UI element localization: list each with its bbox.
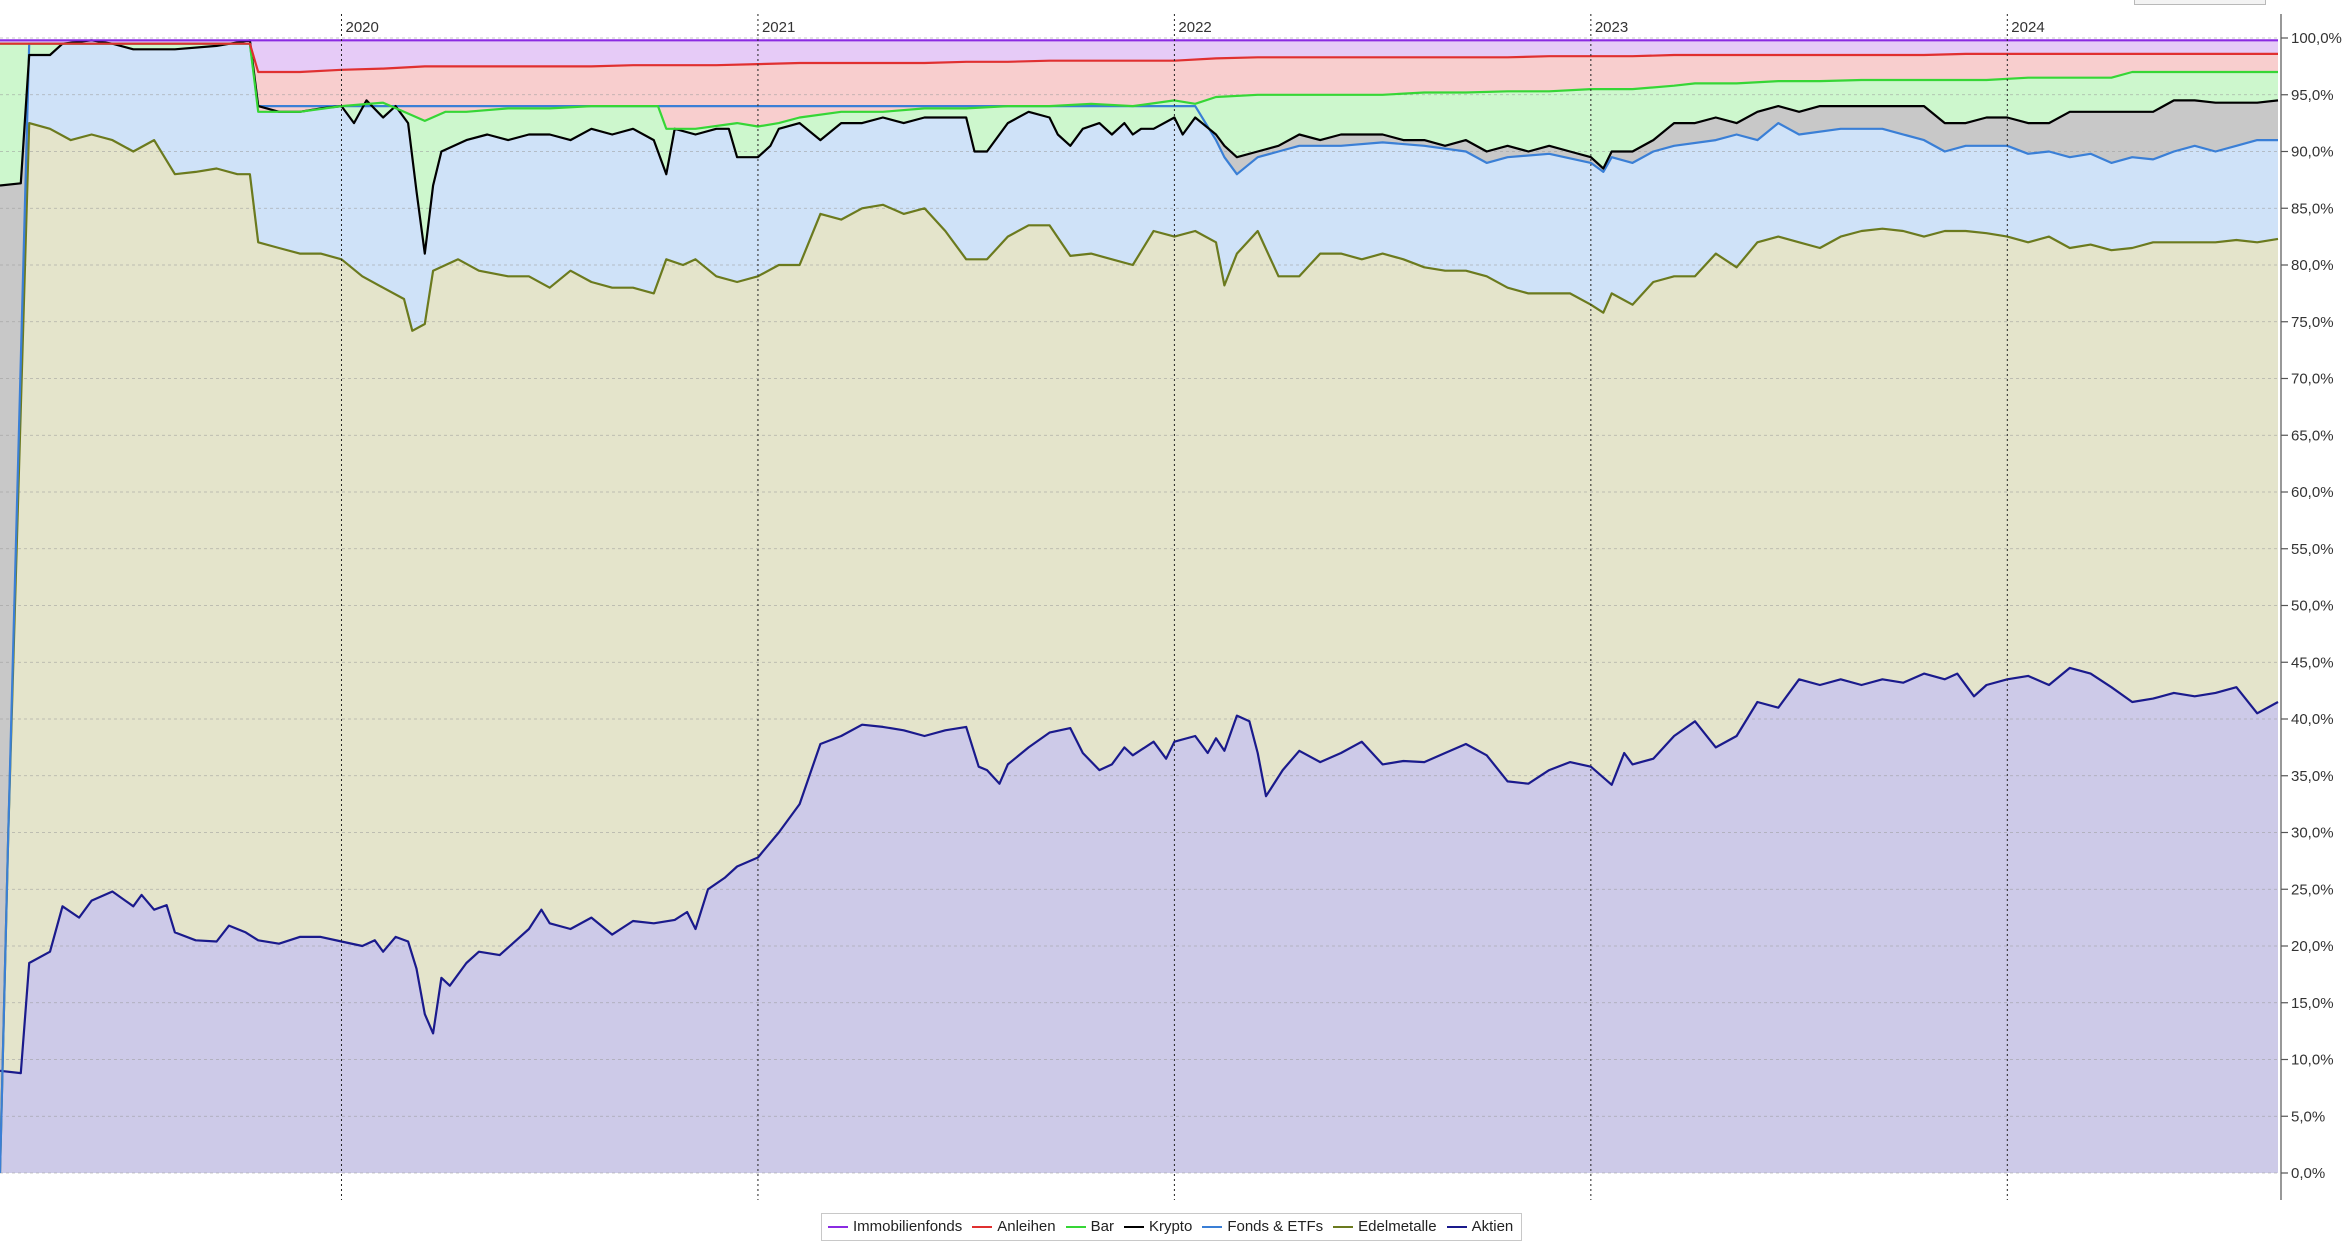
legend: Immobilienfonds Anleihen Bar Krypto Fond… <box>821 1213 1523 1241</box>
y-tick-label-3: 15,0% <box>2291 995 2334 1012</box>
legend-swatch-edelmetalle <box>1333 1226 1354 1228</box>
series-line-anleihen <box>0 42 2278 74</box>
series-line-fonds-etfs <box>0 42 2278 1174</box>
legend-item-edelmetalle[interactable]: Edelmetalle <box>1333 1218 1437 1235</box>
y-tick-label-1: 5,0% <box>2291 1108 2325 1125</box>
y-tick-label-5: 25,0% <box>2291 881 2334 898</box>
legend-swatch-bar <box>1065 1226 1086 1228</box>
x-tick-label-2024: 2024 <box>2011 19 2044 36</box>
y-tick-label-17: 85,0% <box>2291 200 2334 217</box>
y-tick-label-15: 75,0% <box>2291 314 2334 331</box>
legend-item-anleihen[interactable]: Anleihen <box>972 1218 1056 1235</box>
legend-swatch-aktien <box>1446 1226 1467 1228</box>
y-tick-label-12: 60,0% <box>2291 484 2334 501</box>
x-tick-label-2020: 2020 <box>345 19 378 36</box>
area-fill-anleihen <box>0 43 2278 129</box>
legend-label-anleihen: Anleihen <box>997 1218 1056 1235</box>
legend-swatch-anleihen <box>972 1226 993 1228</box>
legend-item-bar[interactable]: Bar <box>1065 1218 1114 1235</box>
series-line-aktien <box>0 666 2279 1075</box>
y-tick-label-2: 10,0% <box>2291 1052 2334 1069</box>
y-tick-label-10: 50,0% <box>2291 598 2334 615</box>
y-tick-label-0: 0,0% <box>2291 1165 2325 1182</box>
legend-item-krypto[interactable]: Krypto <box>1123 1218 1193 1235</box>
area-fill-aktien <box>0 667 2278 1173</box>
legend-swatch-krypto <box>1123 1226 1144 1228</box>
series-line-edelmetalle <box>0 122 2279 1174</box>
area-fill-immobilienfonds <box>0 40 2278 72</box>
y-tick-label-9: 45,0% <box>2291 654 2334 671</box>
legend-label-immobilienfonds: Immobilienfonds <box>853 1218 963 1235</box>
area-fill-edelmetalle <box>0 123 2278 1174</box>
legend-item-immobilienfonds[interactable]: Immobilienfonds <box>828 1219 962 1235</box>
legend-item-fonds-etfs[interactable]: Fonds & ETFs <box>1202 1219 1323 1235</box>
legend-label-edelmetalle: Edelmetalle <box>1358 1218 1437 1235</box>
y-tick-label-7: 35,0% <box>2291 768 2334 785</box>
legend-item-aktien[interactable]: Aktien <box>1446 1218 1514 1235</box>
top-scroll-handle[interactable] <box>2134 0 2266 5</box>
x-tick-label-2023: 2023 <box>1595 19 1628 36</box>
y-tick-label-20: 100,0% <box>2291 30 2342 47</box>
legend-label-krypto: Krypto <box>1148 1218 1193 1235</box>
y-tick-label-8: 40,0% <box>2291 711 2334 728</box>
legend-swatch-immobilienfonds <box>828 1226 848 1228</box>
legend-label-aktien: Aktien <box>1471 1218 1514 1235</box>
y-tick-label-19: 95,0% <box>2291 87 2334 104</box>
x-tick-label-2021: 2021 <box>762 19 795 36</box>
series-line-krypto <box>0 39 2279 255</box>
y-tick-label-6: 30,0% <box>2291 825 2334 842</box>
y-tick-label-16: 80,0% <box>2291 257 2334 274</box>
legend-label-bar: Bar <box>1090 1218 1114 1235</box>
y-tick-label-11: 55,0% <box>2291 541 2334 558</box>
x-tick-label-2022: 2022 <box>1178 19 1211 36</box>
y-tick-label-13: 65,0% <box>2291 427 2334 444</box>
legend-swatch-fonds-etfs <box>1202 1226 1223 1228</box>
legend-label-fonds-etfs: Fonds & ETFs <box>1227 1218 1324 1235</box>
y-tick-label-4: 20,0% <box>2291 938 2334 955</box>
area-fill-bar <box>0 40 2278 254</box>
y-tick-label-14: 70,0% <box>2291 371 2334 388</box>
area-fill-fonds-etfs <box>0 43 2278 1174</box>
y-tick-label-18: 90,0% <box>2291 144 2334 161</box>
